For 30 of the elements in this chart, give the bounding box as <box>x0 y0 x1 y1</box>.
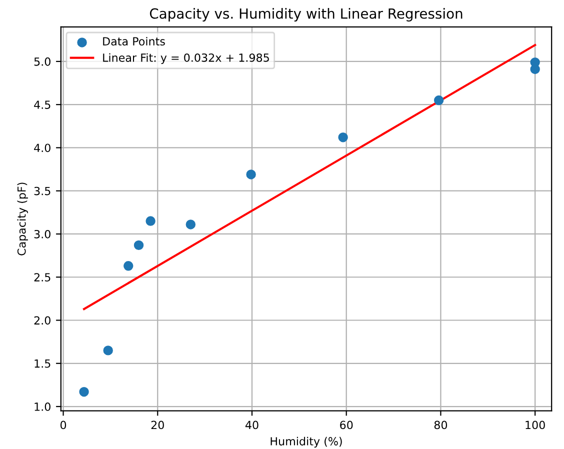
y-tick-label: 4.0 <box>34 144 50 152</box>
point <box>146 216 156 226</box>
point <box>338 132 348 142</box>
point <box>124 261 134 271</box>
y-tick-label: 5.0 <box>34 57 50 66</box>
chart-title: Capacity vs. Humidity with Linear Regression <box>150 8 462 22</box>
x-tick-label: 100 <box>526 420 545 430</box>
x-tick-label: 20 <box>151 420 164 430</box>
y-tick-label: 3.5 <box>34 186 50 196</box>
x-tick-label: 0 <box>60 420 66 430</box>
point <box>134 240 144 250</box>
point <box>246 170 256 180</box>
y-tick-label: 2.0 <box>34 316 50 325</box>
x-tick-label: 60 <box>340 420 353 430</box>
point <box>103 346 113 356</box>
point <box>434 95 444 106</box>
y-tick-label: 1.0 <box>34 402 50 411</box>
point <box>530 64 540 74</box>
x-tick-label: 40 <box>245 420 258 430</box>
legend-label: Data Points <box>103 36 165 46</box>
point <box>186 220 196 230</box>
y-tick-label: 1.5 <box>34 360 50 368</box>
legend-label: Linear Fit: y = 0.032x + 1.985 <box>103 53 269 64</box>
x-axis-title: Humidity (%) <box>270 436 342 448</box>
y-tick-label: 3.0 <box>34 230 50 238</box>
y-tick-label: 2.5 <box>34 273 50 282</box>
x-tick-label: 80 <box>434 420 448 430</box>
point <box>79 386 89 397</box>
y-axis-title: Capacity (pF) <box>17 182 28 256</box>
y-tick-label: 4.5 <box>34 100 50 109</box>
